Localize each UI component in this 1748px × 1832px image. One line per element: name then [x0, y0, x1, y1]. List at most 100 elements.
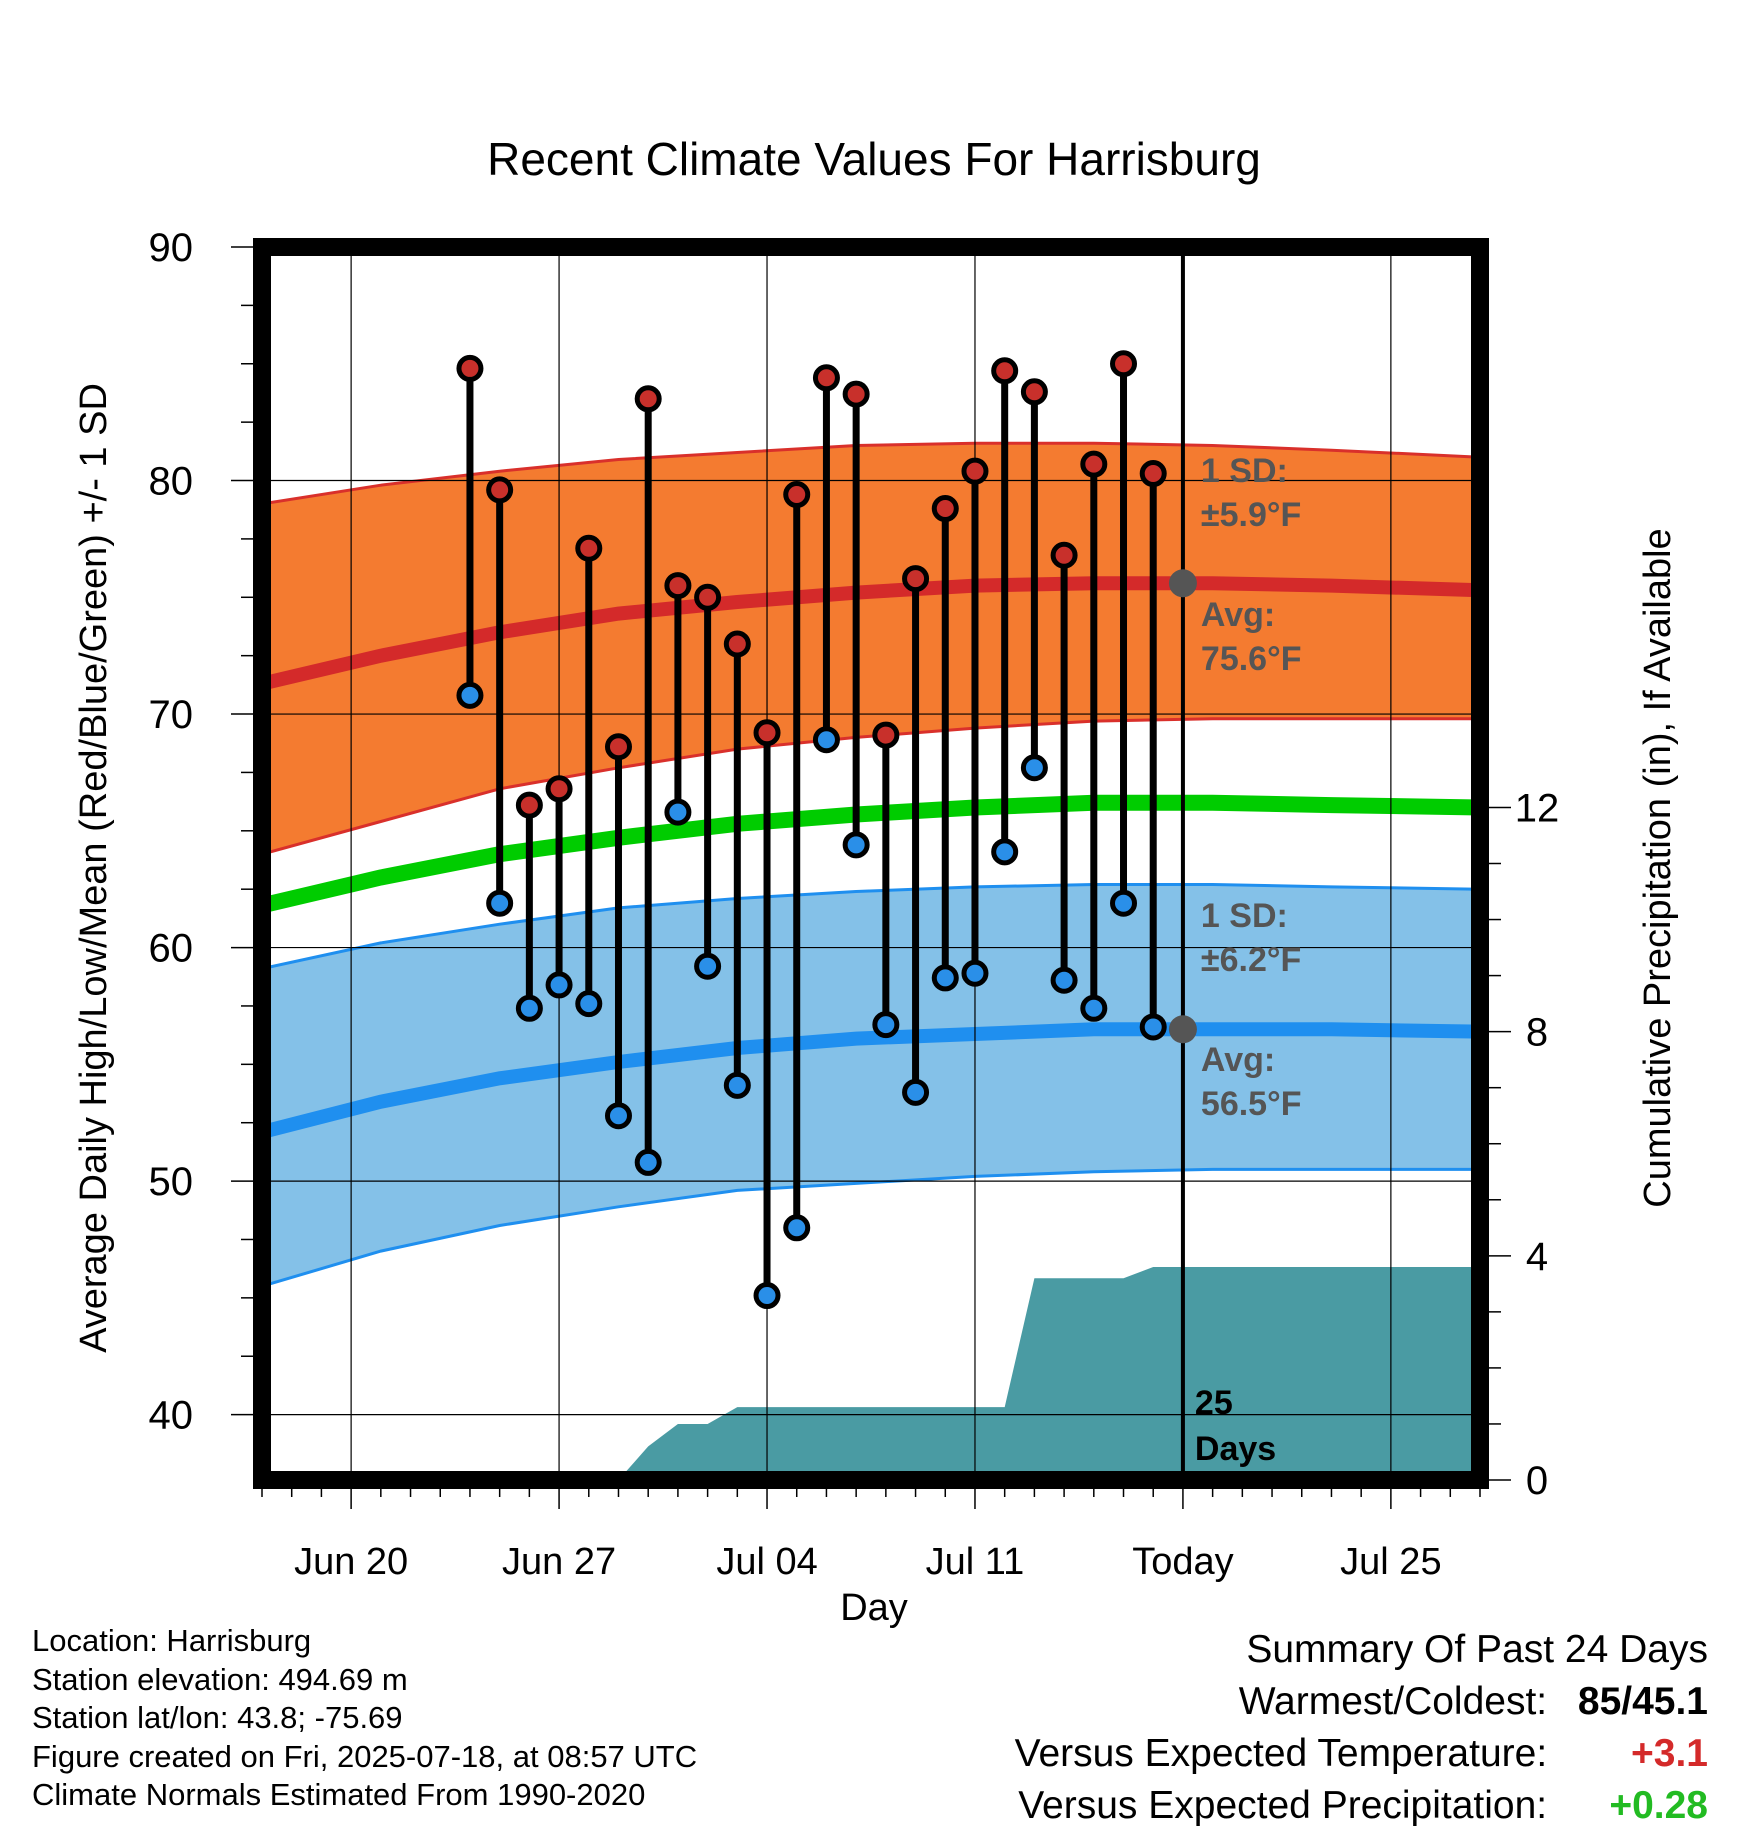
summary-heading: Summary Of Past 24 Days: [1246, 1628, 1708, 1671]
high-temp-point: [1139, 460, 1167, 488]
high-temp-point: [515, 791, 543, 819]
low-temp-point: [872, 1011, 900, 1039]
station-info: Location: Harrisburg Station elevation: …: [32, 1622, 697, 1815]
y-tick-label: 70: [149, 693, 194, 737]
high-temp-point: [575, 534, 603, 562]
y-tick-label: 80: [149, 460, 194, 504]
low-temp-point: [1139, 1013, 1167, 1041]
plot-area: 1 SD: ±5.9°F Avg: 75.6°F 1 SD: ±6.2°F Avg: 56.5…: [149, 226, 1560, 1583]
x-tick-label: Jul 11: [926, 1541, 1025, 1583]
high-temp-point: [664, 572, 692, 600]
y2-tick-label: 4: [1526, 1235, 1548, 1279]
x-axis-label: Day: [840, 1587, 908, 1629]
high-temp-point: [694, 583, 722, 611]
low-temp-point: [1020, 754, 1048, 782]
high-temp-point: [931, 495, 959, 523]
y-tick-label: 90: [149, 226, 194, 270]
low-avg-today-marker: [1168, 1015, 1197, 1044]
low-temp-point: [694, 952, 722, 980]
low-avg-value: 56.5°F: [1201, 1085, 1302, 1123]
high-temp-point: [842, 380, 870, 408]
high-temp-point: [723, 630, 751, 658]
low-temp-point: [664, 798, 692, 826]
x-tick-label: Jun 20: [294, 1541, 408, 1583]
high-temp-point: [961, 457, 989, 485]
y2-tick-label: 0: [1526, 1459, 1548, 1503]
days-count-label: 25: [1195, 1384, 1233, 1422]
precip-area: [588, 1267, 1480, 1480]
high-sd-value: ±5.9°F: [1201, 496, 1301, 534]
x-tick-label: Jul 25: [1340, 1541, 1441, 1583]
temp-row: Versus Expected Temperature: +3.1: [1015, 1728, 1708, 1780]
high-sd-label: 1 SD:: [1201, 452, 1288, 490]
chart-title: Recent Climate Values For Harrisburg: [487, 133, 1261, 185]
low-temp-point: [842, 831, 870, 859]
y-axis-label: Average Daily High/Low/Mean (Red/Blue/Gr…: [73, 383, 115, 1353]
high-temp-point: [753, 719, 781, 747]
temp-label: Versus Expected Temperature:: [1014, 1732, 1548, 1775]
low-avg-label: Avg:: [1201, 1041, 1275, 1079]
high-temp-point: [486, 476, 514, 504]
low-temp-point: [812, 726, 840, 754]
y-tick-label: 50: [149, 1160, 194, 1204]
plot-frame: [253, 238, 1489, 1489]
high-temp-point: [991, 357, 1019, 385]
low-temp-point: [902, 1078, 930, 1106]
normals-text: Climate Normals Estimated From 1990-2020: [32, 1777, 646, 1812]
latlon-text: Station lat/lon: 43.8; -75.69: [32, 1700, 403, 1735]
y-tick-label: 60: [149, 927, 194, 971]
low-temp-point: [575, 990, 603, 1018]
high-temp-point: [1080, 450, 1108, 478]
low-temp-point: [783, 1214, 811, 1242]
created-text: Figure created on Fri, 2025-07-18, at 08…: [32, 1738, 698, 1774]
high-temp-point: [545, 775, 573, 803]
location-text: Location: Harrisburg: [32, 1623, 312, 1658]
high-temp-point: [1110, 350, 1138, 378]
low-temp-point: [991, 838, 1019, 866]
y2-axis-label: Cumulative Precipitation (in), If Availa…: [1637, 528, 1679, 1207]
high-temp-point: [902, 565, 930, 593]
low-temp-point: [604, 1102, 632, 1130]
x-tick-label: Jul 04: [716, 1541, 817, 1583]
x-tick-label: Today: [1132, 1541, 1233, 1583]
y2-tick-label: 8: [1526, 1011, 1548, 1055]
high-sd-band: [262, 443, 1480, 855]
low-avg-line: [262, 1022, 1480, 1139]
high-temp-point: [1050, 541, 1078, 569]
plot-inner: 1 SD: ±5.9°F Avg: 75.6°F 1 SD: ±6.2°F Avg: 56.5…: [262, 247, 1480, 1480]
y2-tick-label: 12: [1515, 786, 1560, 830]
low-temp-point: [634, 1148, 662, 1176]
summary-panel: Summary Of Past 24 Days Warmest/Coldest:…: [1015, 1624, 1708, 1832]
high-temp-point: [1020, 378, 1048, 406]
high-temp-point: [872, 721, 900, 749]
precip-value: +0.28: [1609, 1784, 1708, 1827]
temp-value: +3.1: [1631, 1732, 1708, 1775]
high-avg-label: Avg:: [1201, 596, 1275, 634]
high-avg-value: 75.6°F: [1201, 640, 1302, 678]
low-temp-point: [961, 959, 989, 987]
high-temp-point: [783, 481, 811, 509]
high-temp-point: [812, 364, 840, 392]
x-tick-label: Jun 27: [502, 1541, 616, 1583]
high-temp-point: [604, 733, 632, 761]
low-sd-value: ±6.2°F: [1201, 941, 1301, 979]
precip-row: Versus Expected Precipitation: +0.28: [1015, 1780, 1708, 1832]
low-temp-point: [515, 994, 543, 1022]
high-temp-point: [456, 354, 484, 382]
low-temp-point: [486, 889, 514, 917]
warmest-label: Warmest/Coldest:: [1238, 1680, 1548, 1723]
low-sd-label: 1 SD:: [1201, 897, 1288, 935]
low-temp-point: [1080, 994, 1108, 1022]
warmest-value: 85/45.1: [1577, 1680, 1708, 1723]
low-temp-point: [753, 1282, 781, 1310]
low-temp-point: [545, 971, 573, 999]
low-temp-point: [1110, 889, 1138, 917]
high-temp-point: [634, 385, 662, 413]
y-tick-label: 40: [149, 1394, 194, 1438]
low-temp-point: [1050, 966, 1078, 994]
high-avg-today-marker: [1168, 569, 1197, 598]
precip-label: Versus Expected Precipitation:: [1018, 1784, 1548, 1827]
low-temp-point: [931, 964, 959, 992]
low-sd-band-lower-edge: [262, 1167, 1480, 1288]
